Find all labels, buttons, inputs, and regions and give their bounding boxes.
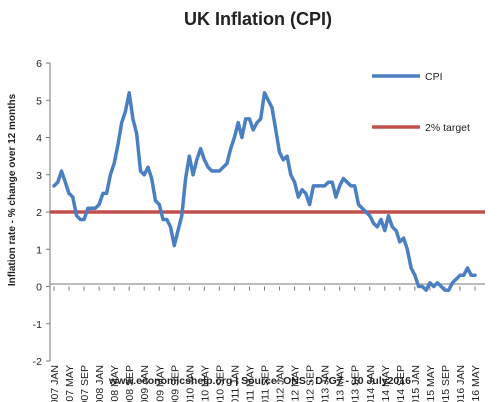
y-tick-label: 5 <box>36 95 42 107</box>
y-axis-ticks: -2 -1 0 1 2 3 4 5 6 <box>33 58 50 368</box>
x-tick-label: 2012 JAN <box>275 365 287 402</box>
x-tick-label: 2015 JAN <box>410 365 422 402</box>
x-tick-label: 2013 MAY <box>335 365 347 402</box>
y-tick-label: 1 <box>36 244 42 256</box>
x-tick-label: 2011 JAN <box>229 365 241 402</box>
x-tick-label: 2016 MAY <box>470 365 482 402</box>
x-tick-label: 2009 SEP <box>169 365 181 402</box>
y-tick-label: 2 <box>36 207 42 219</box>
x-tick-label: 2013 SEP <box>350 365 362 402</box>
y-tick-label: 6 <box>36 58 42 70</box>
x-tick-label: 2007 SEP <box>79 365 91 402</box>
x-tick-label: 2012 SEP <box>305 365 317 402</box>
x-tick-label: 2009 MAY <box>154 365 166 402</box>
x-tick-label: 2015 SEP <box>440 365 452 402</box>
x-tick-label: 2015 MAY <box>425 365 437 402</box>
x-tick-label: 2014 SEP <box>395 365 407 402</box>
x-tick-label: 2007 JAN <box>49 365 61 402</box>
series-cpi <box>52 91 477 292</box>
x-tick-label: 2010 MAY <box>199 365 211 402</box>
x-axis-ticks: 2007 JAN 2007 MAY 2007 SEP 2008 JAN 2008 MAY… <box>49 286 482 402</box>
x-tick-label: 2008 MAY <box>109 365 121 402</box>
x-tick-label: 2011 MAY <box>244 365 256 402</box>
source-note: www.economicshelp.org | Source: ONS - D7… <box>108 375 411 387</box>
x-tick-label: 2016 JAN <box>455 365 467 402</box>
x-tick-label: 2013 JAN <box>320 365 332 402</box>
legend-target-label: 2% target <box>425 122 470 134</box>
legend-cpi-label: CPI <box>425 71 443 83</box>
x-tick-label: 2008 SEP <box>124 365 136 402</box>
y-tick-label: 0 <box>36 282 42 294</box>
x-tick-label: 2009 JAN <box>139 365 151 402</box>
x-tick-label: 2012 MAY <box>290 365 302 402</box>
x-tick-label: 2007 MAY <box>64 365 76 402</box>
y-tick-label: -1 <box>33 319 42 331</box>
x-tick-label: 2014 JAN <box>365 365 377 402</box>
legend: CPI 2% target <box>372 71 470 134</box>
y-tick-label: -2 <box>33 356 42 368</box>
y-axis-label: Inflation rate - % change over 12 months <box>7 93 18 286</box>
y-tick-label: 4 <box>36 133 42 145</box>
chart-title: UK Inflation (CPI) <box>184 9 332 29</box>
series-layer <box>50 91 485 292</box>
x-tick-label: 2010 JAN <box>184 365 196 402</box>
x-tick-label: 2008 JAN <box>94 365 106 402</box>
x-tick-label: 2014 MAY <box>380 365 392 402</box>
x-tick-label: 2010 SEP <box>214 365 226 402</box>
x-tick-label: 2011 SEP <box>260 365 272 402</box>
y-tick-label: 3 <box>36 170 42 182</box>
